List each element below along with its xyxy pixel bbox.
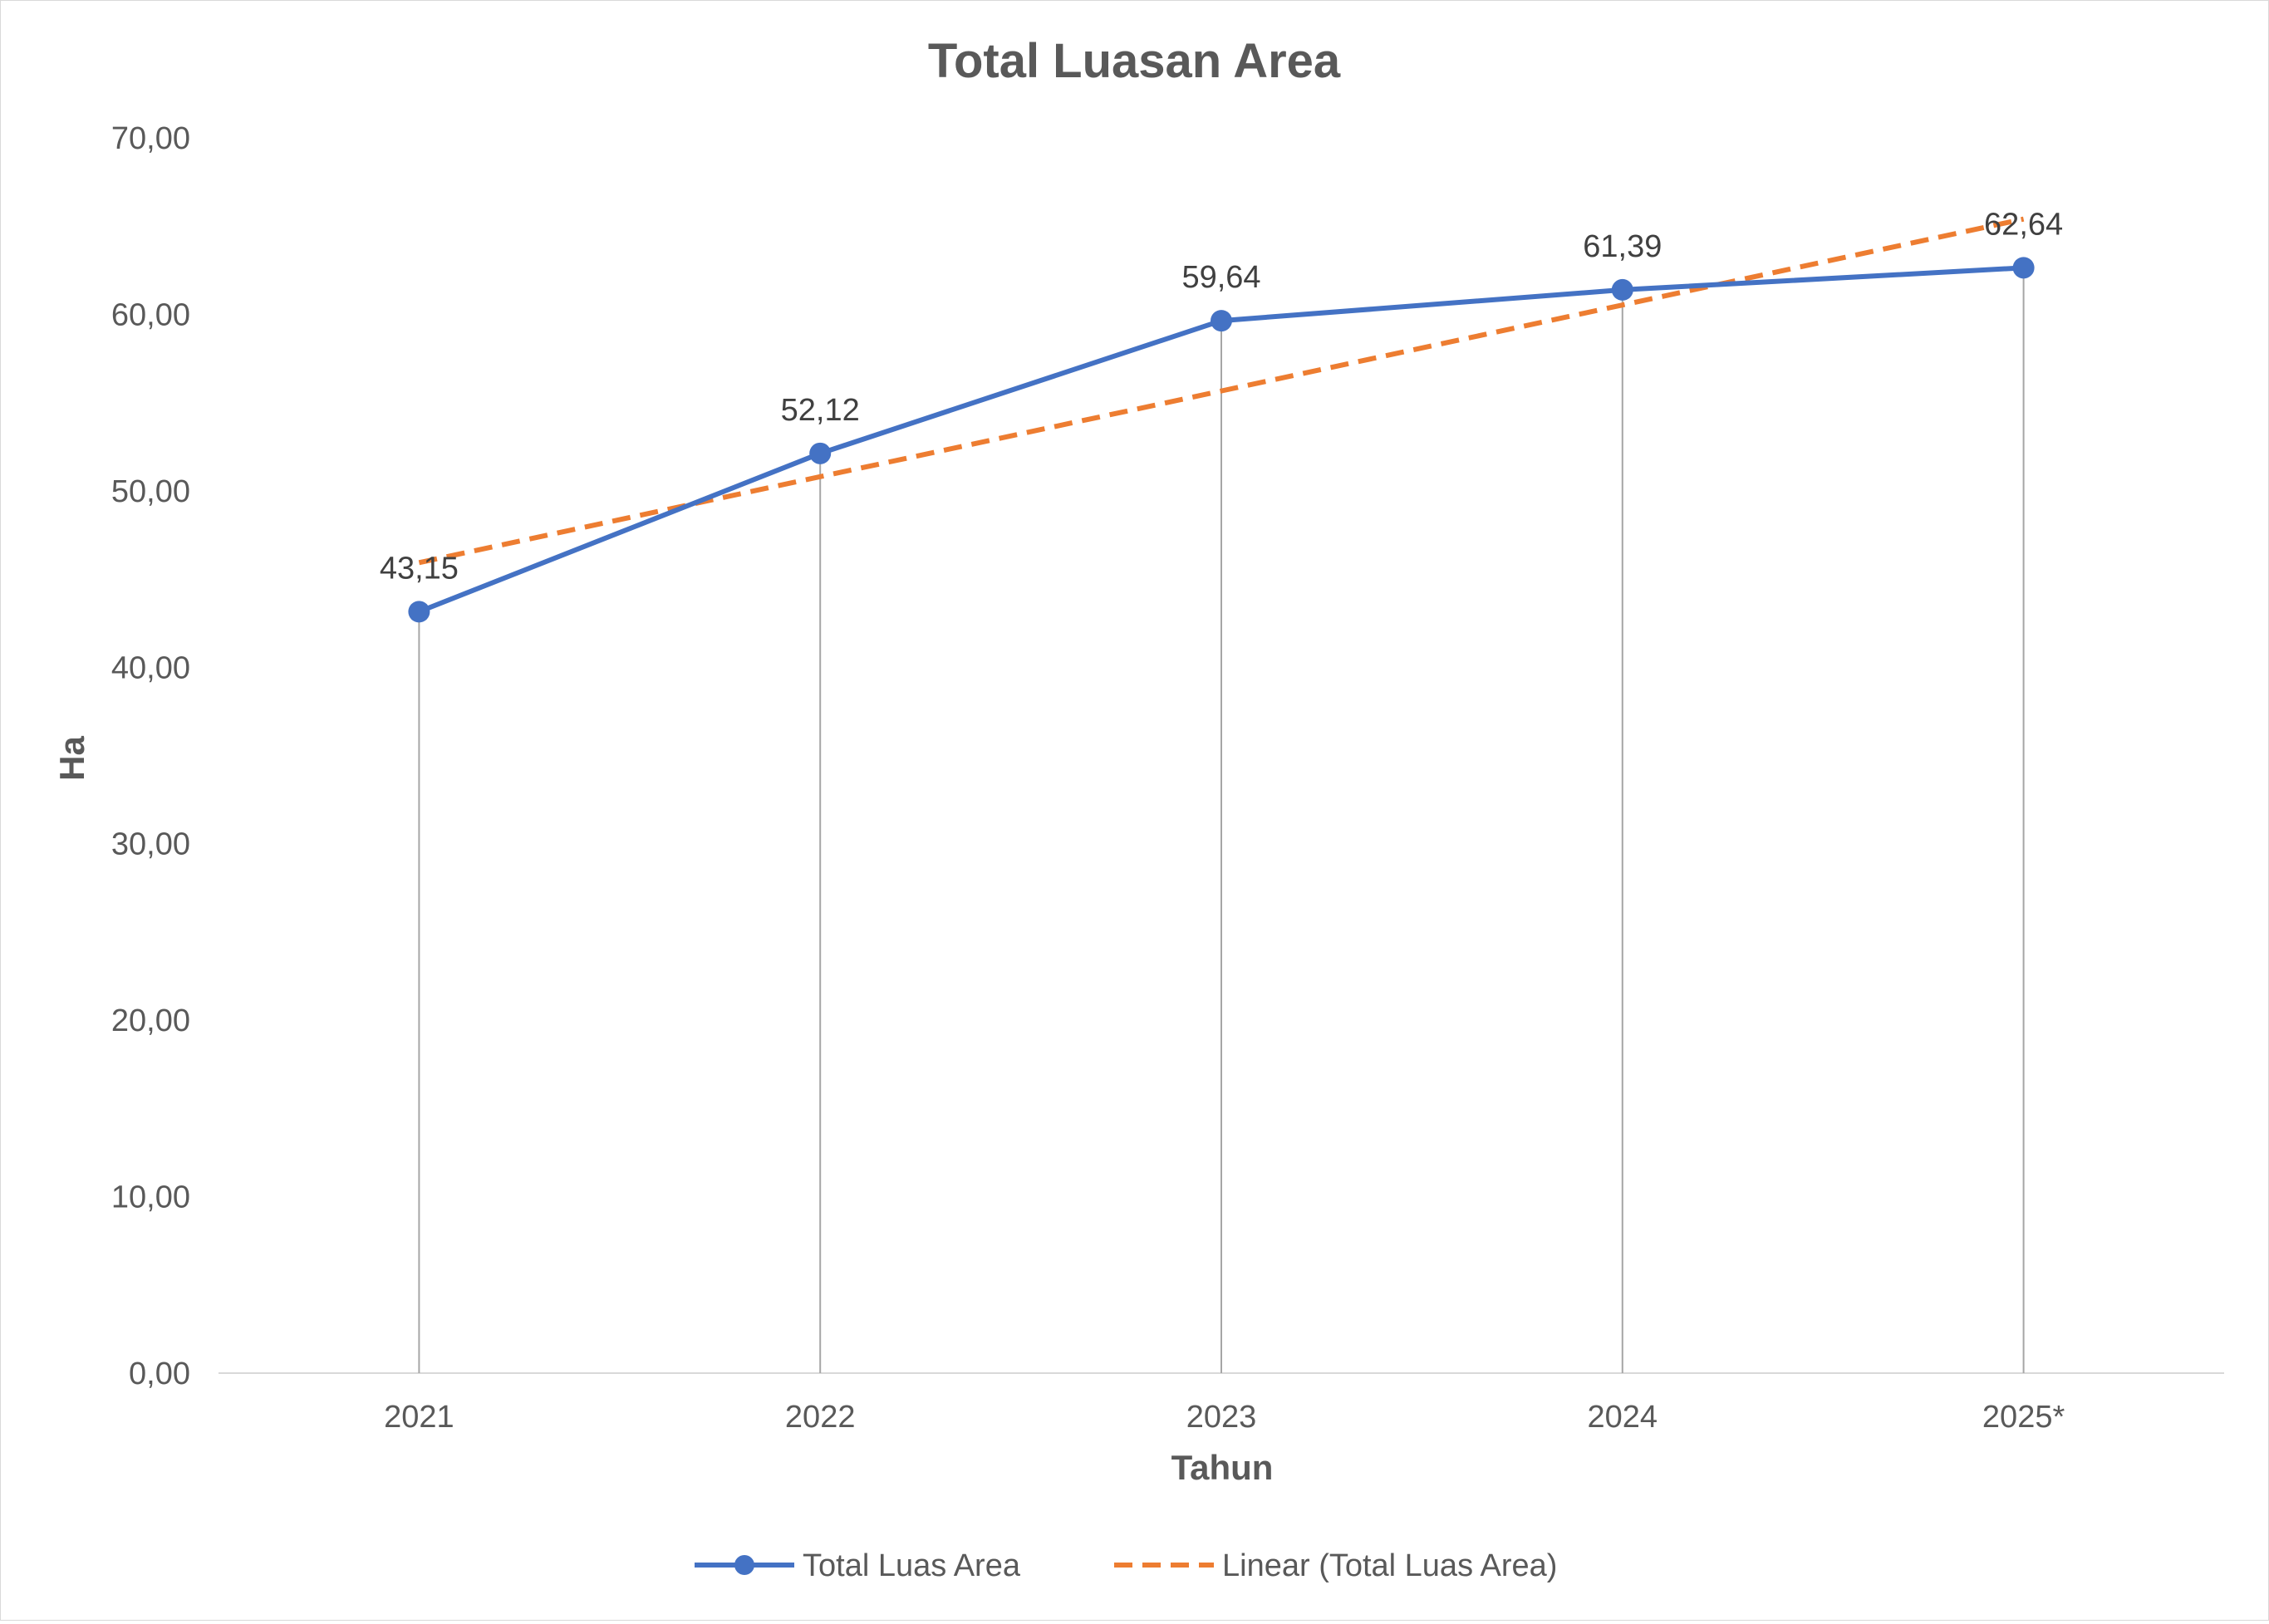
legend-item-trendline: Linear (Total Luas Area)	[1114, 1548, 1557, 1583]
legend: Total Luas Area Linear (Total Luas Area)	[695, 1548, 1557, 1583]
x-tick-label: 2024	[1588, 1400, 1658, 1435]
y-tick-label: 70,00	[111, 121, 190, 156]
data-point	[809, 442, 832, 464]
legend-series-label: Total Luas Area	[803, 1548, 1021, 1583]
y-tick-label: 50,00	[111, 474, 190, 509]
data-point	[2012, 257, 2035, 279]
y-tick-label: 20,00	[111, 1003, 190, 1038]
y-tick-label: 10,00	[111, 1180, 190, 1215]
x-tick-label: 2025*	[1982, 1400, 2065, 1435]
chart-title: Total Luasan Area	[928, 34, 1341, 88]
data-label: 61,39	[1583, 229, 1662, 264]
data-point	[1211, 310, 1232, 332]
data-label: 59,64	[1181, 260, 1260, 295]
y-tick-label: 30,00	[111, 827, 190, 862]
y-tick-label: 40,00	[111, 650, 190, 685]
y-axis-title: Ha	[52, 736, 91, 781]
x-tick-label: 2022	[785, 1400, 856, 1435]
series-group	[408, 257, 2035, 623]
x-tick-label: 2023	[1186, 1400, 1257, 1435]
legend-item-series: Total Luas Area	[695, 1548, 1021, 1583]
trendline-group	[418, 216, 2025, 566]
legend-trendline-label: Linear (Total Luas Area)	[1222, 1548, 1557, 1583]
x-axis: 2021 2022 2023 2024 2025*	[219, 1372, 2224, 1435]
x-axis-title: Tahun	[1171, 1448, 1274, 1487]
data-label: 52,12	[781, 393, 860, 428]
data-label: 43,15	[380, 551, 459, 586]
data-label: 62,64	[1984, 207, 2063, 242]
y-tick-label: 0,00	[129, 1357, 190, 1391]
y-tick-label: 60,00	[111, 297, 190, 332]
data-point	[1611, 278, 1633, 301]
x-tick-label: 2021	[384, 1400, 454, 1435]
drop-lines	[418, 267, 2025, 1373]
legend-series-marker	[734, 1555, 754, 1575]
trendline	[418, 216, 2025, 566]
data-labels: 43,15 52,12 59,64 61,39 62,64	[380, 207, 2063, 586]
y-axis-ticks: 0,00 10,00 20,00 30,00 40,00 50,00 60,00 70,00	[111, 121, 190, 1391]
data-point	[408, 601, 430, 623]
